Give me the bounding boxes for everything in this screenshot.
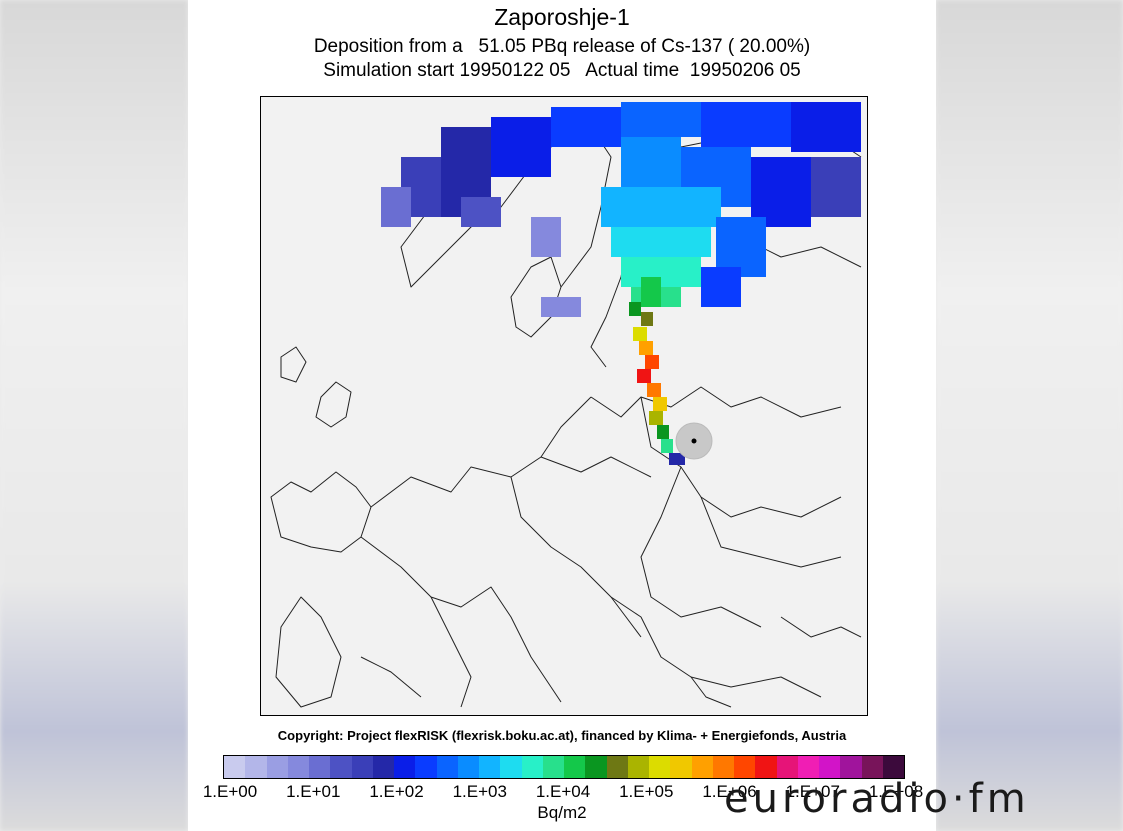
deposition-cell: [461, 197, 501, 227]
colorbar-tick-label: 1.E+00: [202, 782, 258, 801]
colorbar-swatch: [330, 756, 352, 778]
copyright-notice: Copyright: Project flexRISK (flexrisk.bo…: [277, 728, 847, 743]
deposition-cell: [531, 217, 561, 257]
colorbar-tick-label: 1.E+08: [868, 782, 924, 801]
colorbar-swatch: [861, 756, 883, 778]
colorbar-swatch: [394, 756, 416, 778]
deposition-cell: [701, 102, 791, 147]
deposition-cell: [751, 157, 811, 227]
deposition-cell: [641, 312, 653, 326]
right-blurred-background: [936, 0, 1123, 831]
release-subtitle: Deposition from a 51.05 PBq release of C…: [313, 36, 811, 57]
colorbar-tick-label: 1.E+03: [452, 782, 507, 801]
deposition-cell: [491, 117, 551, 177]
deposition-cell: [811, 157, 861, 217]
deposition-map: [260, 96, 868, 716]
deposition-cell: [657, 425, 669, 439]
deposition-cell: [649, 411, 663, 425]
colorbar-swatch: [882, 756, 904, 778]
deposition-cell: [639, 341, 653, 355]
deposition-cell: [551, 107, 621, 147]
time-subtitle: Simulation start 19950122 05 Actual time…: [323, 60, 801, 81]
euroradio-watermark: euroradio·fm: [724, 776, 1030, 822]
figure-title: Zaporoshje-1: [494, 4, 630, 30]
deposition-cell: [637, 369, 651, 383]
colorbar-swatch: [287, 756, 309, 778]
colorbar-swatch: [415, 756, 437, 778]
deposition-cell: [621, 102, 701, 137]
colorbar-swatch: [670, 756, 692, 778]
colorbar-swatch: [479, 756, 501, 778]
colorbar-tick-label: 1.E+07: [785, 782, 840, 801]
colorbar-swatch: [266, 756, 288, 778]
colorbar-swatch: [542, 756, 564, 778]
colorbar-swatch: [521, 756, 543, 778]
colorbar-tick-label: 1.E+04: [535, 782, 591, 801]
left-blurred-background: [0, 0, 188, 831]
colorbar-swatch: [500, 756, 522, 778]
colorbar-tick-label: 1.E+06: [702, 782, 757, 801]
deposition-cell: [621, 137, 681, 187]
colorbar-swatch: [627, 756, 649, 778]
deposition-cell: [653, 397, 667, 411]
deposition-cell: [541, 297, 581, 317]
colorbar-tick-label: 1.E+05: [619, 782, 674, 801]
colorbar-swatch: [819, 756, 841, 778]
colorbar-swatch: [436, 756, 458, 778]
colorbar-swatch: [776, 756, 798, 778]
release-site-marker: [675, 422, 713, 460]
colorbar-swatch: [712, 756, 734, 778]
colorbar-swatch: [755, 756, 777, 778]
deposition-plume: [381, 102, 861, 465]
deposition-cell: [669, 453, 685, 465]
deposition-cell: [629, 302, 641, 316]
colorbar: [223, 755, 905, 779]
colorbar-swatch: [797, 756, 819, 778]
colorbar-swatch: [309, 756, 331, 778]
colorbar-swatch: [457, 756, 479, 778]
figure-panel: Zaporoshje-1 Deposition from a 51.05 PBq…: [188, 0, 936, 831]
colorbar-swatch: [649, 756, 671, 778]
colorbar-swatch: [372, 756, 394, 778]
deposition-cell: [633, 327, 647, 341]
colorbar-swatch: [564, 756, 586, 778]
colorbar-swatch: [840, 756, 862, 778]
colorbar-swatch: [734, 756, 756, 778]
deposition-cell: [645, 355, 659, 369]
colorbar-swatch: [224, 756, 246, 778]
colorbar-tick-label: 1.E+02: [369, 782, 424, 801]
deposition-cell: [647, 383, 661, 397]
deposition-cell: [611, 227, 711, 257]
colorbar-swatch: [691, 756, 713, 778]
deposition-cell: [641, 277, 661, 307]
deposition-cell: [791, 102, 861, 152]
map-svg: [270, 102, 862, 708]
colorbar-unit: Bq/m2: [537, 803, 587, 822]
deposition-cell: [601, 187, 721, 227]
colorbar-swatch: [351, 756, 373, 778]
colorbar-swatch: [606, 756, 628, 778]
colorbar-tick-label: 1.E+01: [286, 782, 341, 801]
colorbar-swatch: [245, 756, 267, 778]
colorbar-swatch: [585, 756, 607, 778]
colorbar-tick-labels: 1.E+00 1.E+01 1.E+02 1.E+03 1.E+04 1.E+05 1.E+…: [188, 782, 936, 802]
deposition-cell: [701, 267, 741, 307]
deposition-cell: [661, 439, 673, 453]
deposition-cell: [381, 187, 411, 227]
